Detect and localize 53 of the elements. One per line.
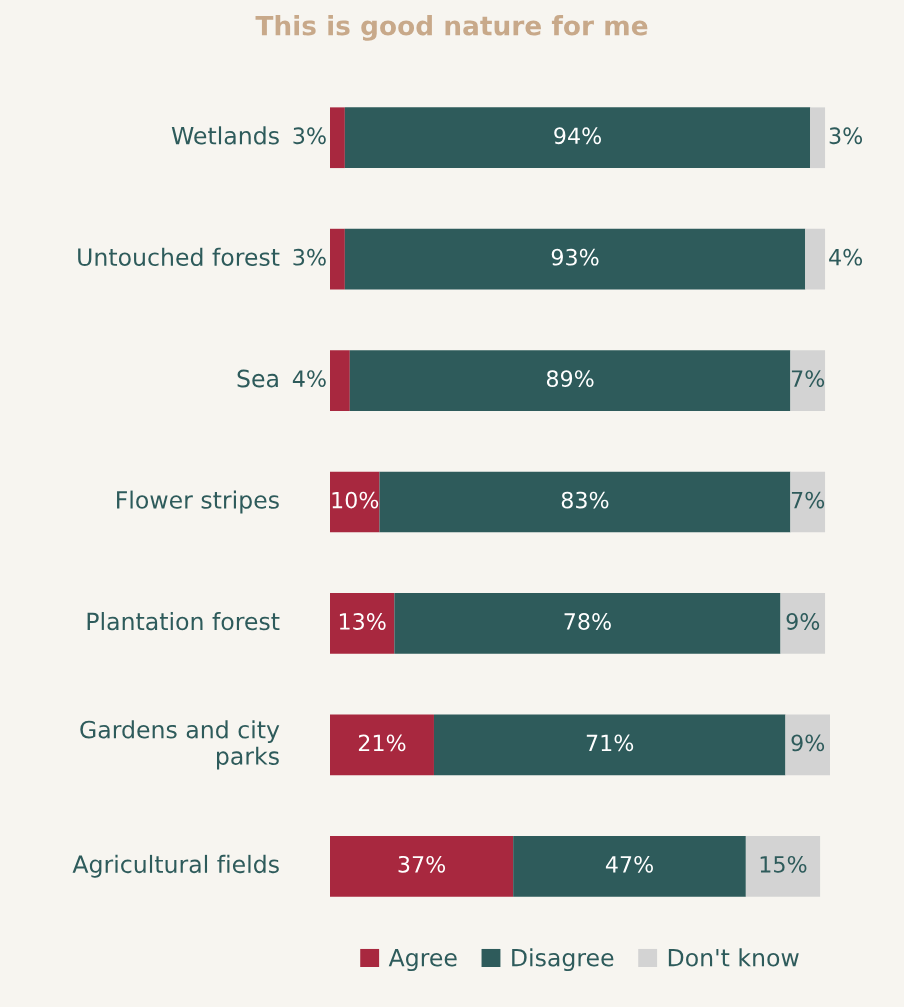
- y-tick-label: Plantation forest: [87, 612, 280, 631]
- bar: [790, 471, 826, 533]
- data-label: 9%: [791, 734, 825, 752]
- data-label: 13%: [339, 613, 386, 630]
- data-label: 83%: [561, 491, 609, 509]
- data-label: 3%: [293, 127, 326, 145]
- data-label: 3%: [293, 248, 326, 266]
- data-label: 21%: [358, 734, 406, 752]
- data-label: 94%: [554, 127, 601, 145]
- data-label: 9%: [786, 613, 820, 630]
- data-label: 4%: [292, 370, 326, 388]
- bar: [344, 228, 806, 290]
- chart-title: This is good nature for me: [255, 15, 648, 41]
- bar: [513, 835, 746, 897]
- data-label: 10%: [332, 491, 379, 509]
- data-label: 15%: [760, 855, 807, 873]
- bar: [330, 228, 345, 290]
- bar: [344, 107, 811, 169]
- bar: [330, 350, 350, 411]
- bar: [379, 471, 791, 533]
- bar: [780, 593, 826, 654]
- bar: [330, 835, 514, 897]
- y-tick-label: Wetlands: [171, 126, 279, 145]
- y-tick-label: Agricultural fields: [72, 854, 279, 878]
- data-label: 89%: [546, 370, 594, 388]
- bar: [330, 471, 380, 533]
- data-label: 47%: [605, 855, 653, 873]
- y-tick-label: Sea: [237, 369, 278, 388]
- bar: [790, 350, 826, 411]
- bar: [810, 107, 826, 169]
- bar: [785, 714, 830, 776]
- bar: [745, 835, 821, 897]
- legend-label: Disagree: [512, 948, 614, 972]
- legend-label: Agree: [388, 948, 457, 972]
- legend-label: Don't know: [668, 948, 799, 967]
- bar: [433, 714, 786, 776]
- data-label: 71%: [586, 734, 634, 752]
- bar: [330, 107, 345, 169]
- y-tick-label: Flower stripes: [117, 490, 279, 514]
- bar: [330, 593, 395, 654]
- data-label: 78%: [564, 613, 611, 630]
- bar: [394, 593, 781, 654]
- data-label: 3%: [829, 127, 863, 145]
- y-tick-label: Gardens and city parks: [80, 720, 280, 770]
- y-tick-label: Untouched forest: [78, 247, 280, 266]
- data-label: 7%: [791, 491, 825, 509]
- data-label: 4%: [829, 248, 863, 266]
- data-label: 7%: [791, 370, 825, 388]
- data-label: 93%: [551, 248, 599, 266]
- bar: [349, 350, 791, 411]
- bar: [330, 714, 434, 776]
- bar: [805, 228, 826, 290]
- data-label: 37%: [398, 855, 446, 873]
